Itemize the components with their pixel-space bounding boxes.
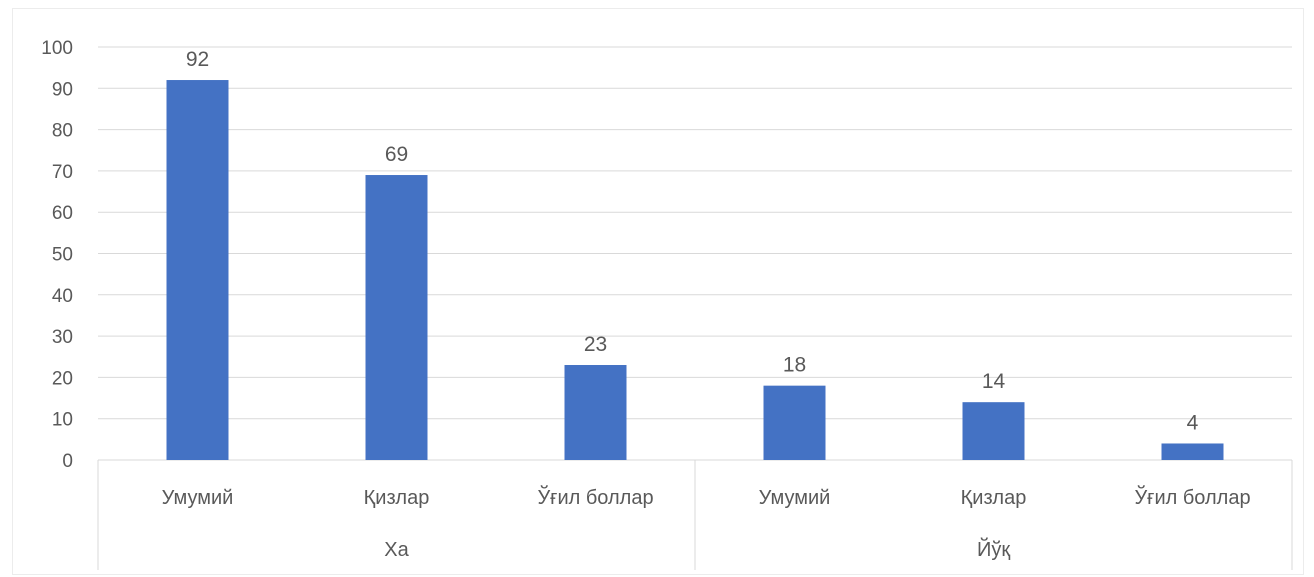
data-label: 4 xyxy=(1187,411,1199,434)
bar xyxy=(564,365,627,460)
y-tick-label: 0 xyxy=(62,451,73,472)
group-label: Йўқ xyxy=(977,537,1010,561)
bar xyxy=(962,402,1025,460)
bar xyxy=(1161,443,1224,460)
y-tick-label: 10 xyxy=(52,410,73,431)
chart-frame xyxy=(12,8,1304,575)
y-tick-label: 80 xyxy=(52,121,73,142)
x-tick-label: Умумий xyxy=(162,487,234,509)
y-tick-label: 30 xyxy=(52,327,73,348)
x-tick-label: Ўғил боллар xyxy=(537,485,653,509)
data-label: 18 xyxy=(783,354,806,377)
data-label: 23 xyxy=(584,333,607,356)
group-label: Ха xyxy=(384,539,409,561)
data-label: 69 xyxy=(385,143,408,166)
x-tick-label: Қизлар xyxy=(364,487,430,509)
x-tick-label: Ўғил боллар xyxy=(1134,485,1250,509)
data-label: 14 xyxy=(982,370,1006,393)
data-label: 92 xyxy=(186,48,209,71)
y-tick-label: 100 xyxy=(41,38,73,59)
y-tick-label: 50 xyxy=(52,245,73,266)
y-tick-label: 60 xyxy=(52,203,73,224)
x-tick-label: Умумий xyxy=(759,487,831,509)
bar xyxy=(763,385,826,460)
y-tick-label: 70 xyxy=(52,162,73,183)
bar xyxy=(365,175,428,460)
y-tick-label: 40 xyxy=(52,286,73,307)
x-tick-label: Қизлар xyxy=(961,487,1027,509)
y-tick-label: 20 xyxy=(52,368,73,389)
y-tick-label: 90 xyxy=(52,79,73,100)
bar xyxy=(166,80,229,460)
